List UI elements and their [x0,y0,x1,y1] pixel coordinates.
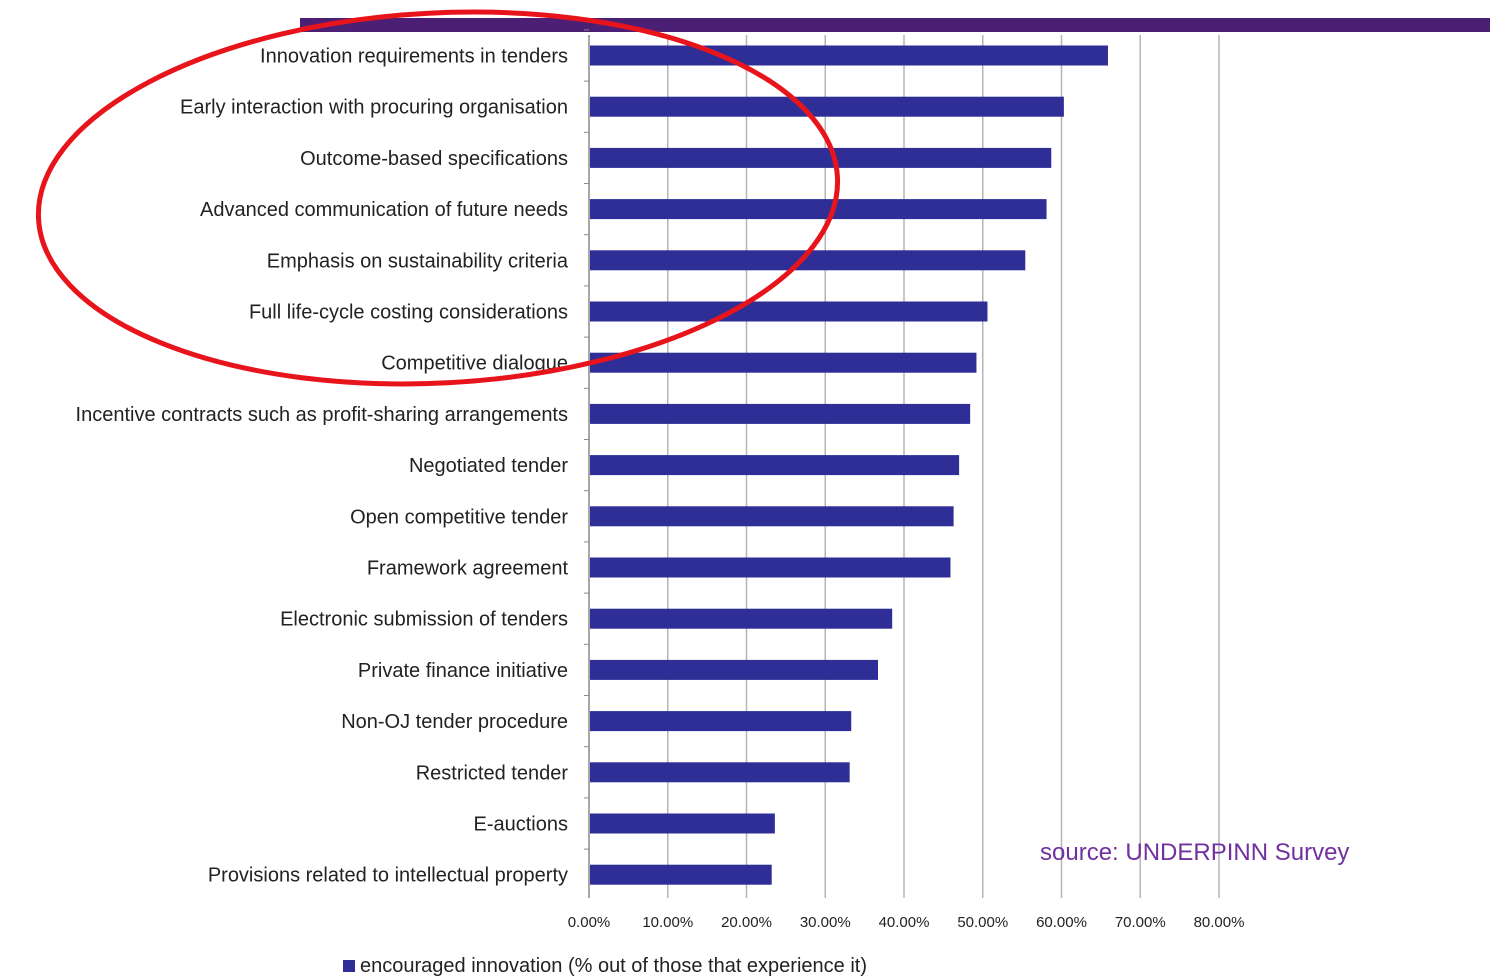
category-label: Incentive contracts such as profit-shari… [76,404,568,426]
x-tick-label: 30.00% [800,914,851,931]
category-label: Electronic submission of tenders [280,609,568,631]
category-label: Open competitive tender [350,506,568,528]
x-tick-labels: 0.00% 10.00% 20.00% 30.00% 40.00% 50.00% 60.00… [568,914,1245,931]
category-label: E-auctions [474,814,569,836]
bar [590,557,951,578]
bar [590,199,1047,220]
x-tick-label: 20.00% [721,914,772,931]
category-label: Advanced communication of future needs [200,199,568,221]
x-tick-label: 60.00% [1036,914,1087,931]
category-label: Competitive dialogue [381,353,568,375]
bar [590,352,977,373]
top-band [300,18,1490,32]
x-tick-label: 80.00% [1194,914,1245,931]
bar [590,864,772,885]
bar [590,455,960,476]
bars [590,45,1108,885]
x-tick-label: 50.00% [957,914,1008,931]
category-label: Emphasis on sustainability criteria [267,250,569,272]
bar [590,147,1052,168]
bar [590,659,879,680]
legend-swatch [343,960,355,972]
source-annotation: source: UNDERPINN Survey [1040,839,1349,866]
category-label: Full life-cycle costing considerations [249,302,568,324]
category-label: Early interaction with procuring organis… [180,97,568,119]
bar [590,250,1026,271]
bar [590,762,850,783]
x-tick-label: 40.00% [879,914,930,931]
bar [590,506,954,527]
category-label: Negotiated tender [409,455,568,477]
bar [590,608,893,629]
category-label: Outcome-based specifications [300,148,568,170]
bar [590,711,852,732]
category-label: Restricted tender [416,762,569,784]
category-labels: Innovation requirements in tenders Early … [76,46,569,887]
category-label: Framework agreement [367,558,569,580]
bar [590,45,1108,66]
legend-label: encouraged innovation (% out of those th… [360,955,867,977]
x-tick-label: 10.00% [642,914,693,931]
bar [590,301,988,322]
bar [590,96,1064,117]
x-tick-label: 70.00% [1115,914,1166,931]
category-label: Innovation requirements in tenders [260,46,568,68]
x-tick-label: 0.00% [568,914,611,931]
highlight-ellipse [35,9,841,387]
category-label: Non-OJ tender procedure [341,711,568,733]
category-label: Private finance initiative [358,660,568,682]
bar [590,813,775,834]
bar [590,403,971,424]
category-label: Provisions related to intellectual prope… [208,865,568,887]
